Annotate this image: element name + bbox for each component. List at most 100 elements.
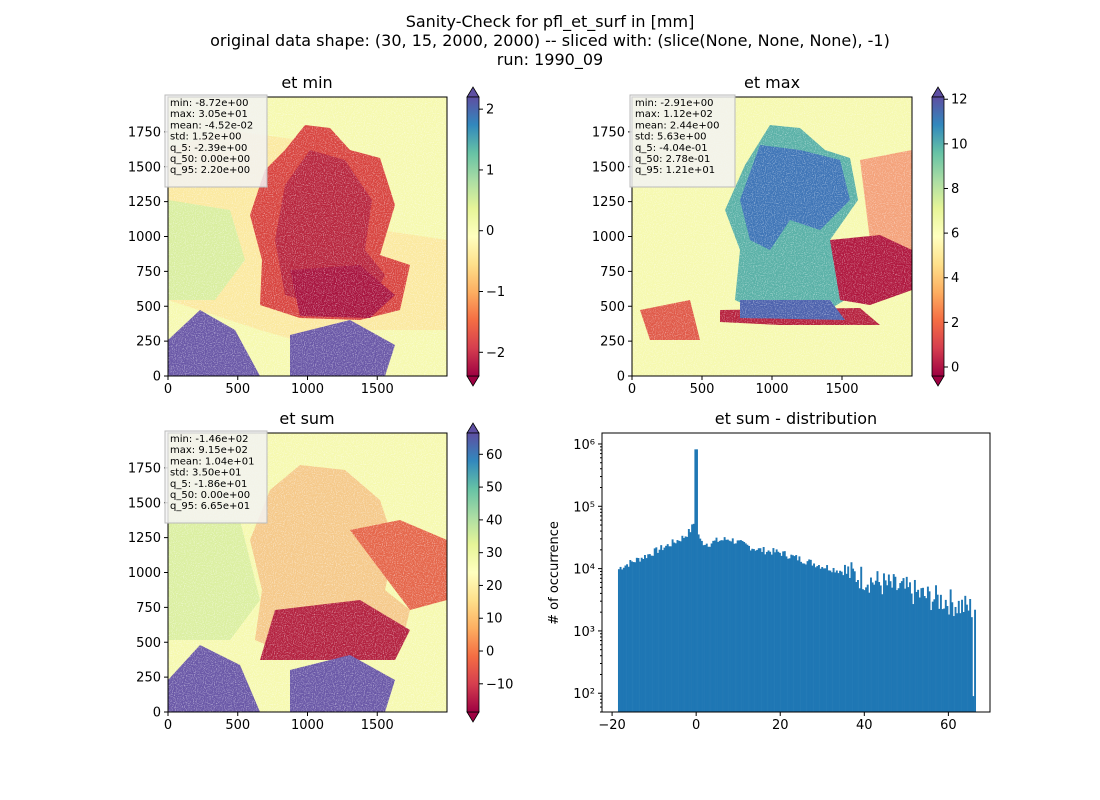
histogram-bar [847,566,850,712]
x-axis: 0 500 1000 1500 [164,712,394,733]
histogram-bar [754,550,757,712]
histogram-bar [905,576,908,712]
histogram-bar [957,600,960,712]
colorbar-tick-label: −10 [486,677,513,692]
stats-text: min: -1.46e+02 max: 9.15e+02 mean: 1.04e… [170,434,258,512]
histogram-bar [858,588,861,712]
histogram-bar [684,536,687,712]
histogram-bar [770,554,773,712]
colorbar: 0 2 4 6 8 10 12 [931,86,968,387]
stat-q5: q_5: -4.04e-01 [635,143,708,154]
histogram-bar [793,556,796,712]
histogram-bar [722,540,724,712]
histogram-bar [910,593,913,712]
histogram-bar [718,540,721,712]
histogram-bar [731,538,734,712]
histogram-bar [678,540,681,712]
histogram-bar [643,555,646,712]
histogram-bar [863,590,866,712]
stat-q5: q_5: -2.39e+00 [170,143,247,154]
colorbar-tick-label: 0 [486,224,494,239]
histogram-bar [850,562,853,712]
y-tick-label: 10⁶ [573,438,595,453]
y-tick-label: 10³ [573,625,595,640]
histogram-bar [785,556,788,712]
histogram-bar [658,549,661,712]
stat-std: std: 3.50e+01 [170,468,242,479]
histogram-bar [900,581,903,712]
colorbar-extend-bottom [466,711,480,723]
stat-max: max: 9.15e+02 [170,445,248,456]
histogram-bar [738,540,741,712]
panel-title: et sum - distribution [715,409,877,428]
histogram-bar [665,545,668,712]
histogram-bar [798,556,801,712]
histogram-bar [674,543,677,712]
histogram-bar [726,539,729,712]
colorbar-tick-label: 1 [486,163,494,178]
histogram-bar [673,542,676,712]
y-tick-label: 1750 [128,125,161,140]
histogram-bar [939,594,942,712]
stats-box: min: -1.46e+02 max: 9.15e+02 mean: 1.04e… [164,430,268,524]
x-tick-label: 500 [225,718,250,733]
histogram-bar [782,551,785,712]
histogram-bar [943,608,946,712]
y-tick-label: 250 [600,335,625,350]
histogram-bar [801,563,804,712]
x-tick-label: 1000 [755,382,788,397]
histogram-bar [870,577,872,712]
histogram-bar [772,548,775,712]
histogram-bar [787,558,790,712]
histogram-bar [660,545,663,712]
colorbar: −2 −1 0 1 2 [466,86,505,387]
colorbar-tick-label: 12 [951,93,968,108]
histogram-bar [938,608,941,712]
histogram-bar [804,564,807,712]
histogram-bar [775,549,778,712]
histogram-bar [683,537,685,712]
colorbar-tick-label: 2 [486,103,494,118]
histogram-bar [645,558,648,712]
histogram-bar [842,575,845,712]
histogram-bar [855,581,858,712]
histogram-bar [923,596,926,712]
histogram-bar [666,544,669,712]
histogram-bar [969,599,972,712]
histogram-bar [816,566,819,712]
histogram-bar [756,549,759,712]
stat-q50: q_50: 2.78e-01 [635,154,710,165]
histogram-bar [739,540,742,712]
histogram-bar [886,585,889,712]
histogram-bar [817,565,820,712]
histogram-bar [912,604,915,712]
histogram-bar [629,560,632,712]
y-tick-label: 10⁴ [573,563,595,578]
panel-title: et sum [279,409,334,428]
stat-max: max: 3.05e+01 [170,109,248,120]
y-tick-label: 10⁵ [573,500,595,515]
histogram-bar [857,580,859,712]
colorbar-tick-label: 2 [951,316,959,331]
histogram-bar [913,579,916,712]
histogram-bar [783,551,786,712]
histogram-bar [933,599,936,712]
histogram-bar [796,560,799,712]
y-tick-label: 1750 [592,125,625,140]
x-tick-label: 20 [772,718,789,733]
histogram-bar [876,571,879,712]
panel-et-min: et min 0 500 1000 1500 0 250 500 750 1000 1250 15… [128,73,505,397]
histogram-bar [813,563,816,712]
histogram-bar [764,554,767,712]
y-tick-label: 750 [600,265,625,280]
histogram-bar [964,595,967,712]
histogram-bar [723,537,726,712]
histogram-bar [689,532,692,712]
stat-std: std: 1.52e+00 [170,132,242,143]
histogram-bar [759,548,762,712]
y-axis: 0 250 500 750 1000 1250 1500 1750 [592,125,632,385]
histogram-bar [829,570,832,712]
histogram-bar [622,567,625,712]
histogram-bar [790,554,793,712]
stats-box-frame [629,94,736,188]
